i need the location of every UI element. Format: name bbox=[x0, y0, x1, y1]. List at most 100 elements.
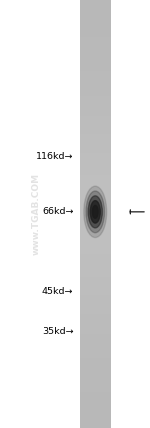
Bar bbox=[80, 422, 111, 424]
Bar bbox=[80, 245, 111, 247]
Bar bbox=[80, 71, 111, 73]
Bar bbox=[80, 327, 111, 328]
Bar bbox=[80, 394, 111, 395]
Bar bbox=[80, 268, 111, 270]
Bar bbox=[80, 412, 111, 414]
Bar bbox=[80, 279, 111, 281]
Bar bbox=[80, 29, 111, 30]
Bar bbox=[80, 98, 111, 100]
Bar bbox=[80, 31, 111, 33]
Bar bbox=[80, 335, 111, 337]
Bar bbox=[80, 307, 111, 308]
Bar bbox=[80, 230, 111, 231]
Bar bbox=[80, 418, 111, 419]
Bar bbox=[80, 171, 111, 172]
Bar bbox=[80, 301, 111, 303]
Bar bbox=[80, 382, 111, 384]
Bar bbox=[80, 51, 111, 53]
Bar bbox=[80, 90, 111, 91]
Bar bbox=[80, 352, 111, 354]
Bar bbox=[80, 364, 111, 365]
Bar bbox=[80, 65, 111, 67]
Bar bbox=[80, 320, 111, 321]
Bar bbox=[80, 60, 111, 61]
Bar bbox=[80, 141, 111, 143]
Bar bbox=[80, 290, 111, 291]
Bar bbox=[80, 178, 111, 180]
Bar bbox=[80, 78, 111, 80]
Bar bbox=[80, 378, 111, 380]
Bar bbox=[80, 424, 111, 425]
Bar bbox=[80, 227, 111, 228]
Bar bbox=[80, 140, 111, 141]
Bar bbox=[80, 287, 111, 288]
Bar bbox=[80, 164, 111, 166]
Bar bbox=[80, 53, 111, 54]
Bar bbox=[80, 231, 111, 232]
Bar bbox=[80, 427, 111, 428]
Bar bbox=[80, 136, 111, 137]
Bar bbox=[80, 243, 111, 244]
Bar bbox=[80, 348, 111, 350]
Bar bbox=[80, 333, 111, 334]
Bar bbox=[80, 318, 111, 320]
Text: 66kd→: 66kd→ bbox=[42, 207, 74, 217]
Bar bbox=[80, 121, 111, 123]
Bar bbox=[80, 204, 111, 205]
Bar bbox=[80, 234, 111, 235]
Bar bbox=[80, 214, 111, 215]
Bar bbox=[80, 381, 111, 382]
Bar bbox=[80, 43, 111, 44]
Ellipse shape bbox=[88, 196, 102, 228]
Bar bbox=[80, 351, 111, 352]
Bar bbox=[80, 61, 111, 63]
Bar bbox=[80, 210, 111, 211]
Bar bbox=[80, 398, 111, 399]
Bar bbox=[80, 223, 111, 224]
Bar bbox=[80, 185, 111, 187]
Bar bbox=[80, 377, 111, 378]
Bar bbox=[80, 253, 111, 254]
Bar bbox=[80, 57, 111, 59]
Bar bbox=[80, 368, 111, 369]
Bar bbox=[80, 392, 111, 394]
Bar bbox=[80, 100, 111, 101]
Bar bbox=[80, 224, 111, 226]
Bar bbox=[80, 260, 111, 261]
Bar bbox=[80, 341, 111, 342]
Bar bbox=[80, 384, 111, 385]
Text: 116kd→: 116kd→ bbox=[36, 152, 74, 161]
Bar bbox=[80, 101, 111, 103]
Bar bbox=[80, 91, 111, 93]
Bar bbox=[80, 1, 111, 3]
Bar bbox=[80, 104, 111, 106]
Bar bbox=[80, 317, 111, 318]
Bar bbox=[80, 415, 111, 416]
Bar bbox=[80, 30, 111, 31]
Bar bbox=[80, 311, 111, 312]
Bar bbox=[80, 308, 111, 309]
Bar bbox=[80, 33, 111, 34]
Bar bbox=[80, 0, 111, 1]
Bar bbox=[80, 94, 111, 95]
Ellipse shape bbox=[92, 205, 98, 218]
Bar bbox=[80, 161, 111, 163]
Bar bbox=[80, 50, 111, 51]
Bar bbox=[80, 322, 111, 324]
Bar bbox=[80, 344, 111, 345]
Bar bbox=[80, 177, 111, 178]
Bar bbox=[80, 123, 111, 124]
Bar bbox=[80, 325, 111, 327]
Bar bbox=[80, 56, 111, 57]
Bar bbox=[80, 257, 111, 258]
Bar bbox=[80, 324, 111, 325]
Bar bbox=[80, 17, 111, 18]
Bar bbox=[80, 106, 111, 107]
Text: www.TGAB.COM: www.TGAB.COM bbox=[32, 173, 40, 255]
Bar bbox=[80, 395, 111, 397]
Bar bbox=[80, 42, 111, 43]
Bar bbox=[80, 155, 111, 157]
Bar bbox=[80, 80, 111, 81]
Bar bbox=[80, 300, 111, 301]
Bar bbox=[80, 358, 111, 360]
